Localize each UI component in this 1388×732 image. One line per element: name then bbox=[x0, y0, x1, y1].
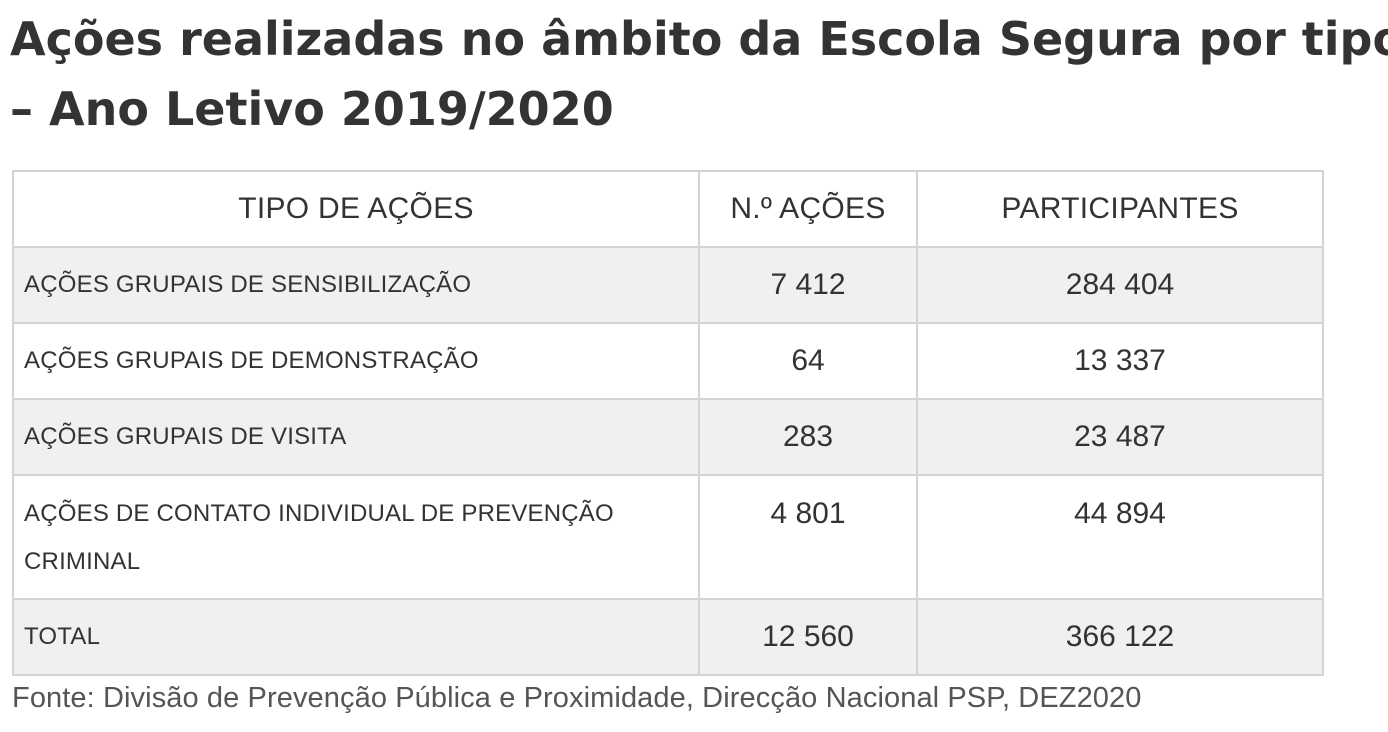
table-row: AÇÕES GRUPAIS DE VISITA 283 23 487 bbox=[12, 398, 1324, 476]
cell-participantes: 284 404 bbox=[916, 246, 1324, 324]
cell-participantes-total: 366 122 bbox=[916, 598, 1324, 676]
cell-acoes: 283 bbox=[698, 398, 918, 476]
cell-participantes: 13 337 bbox=[916, 322, 1324, 400]
table-row-total: TOTAL 12 560 366 122 bbox=[12, 598, 1324, 676]
actions-table-container: TIPO DE AÇÕES N.º AÇÕES PARTICIPANTES AÇ… bbox=[12, 170, 1324, 676]
header-tipo-de-acoes: TIPO DE AÇÕES bbox=[12, 170, 700, 248]
cell-acoes-total: 12 560 bbox=[698, 598, 918, 676]
cell-tipo: AÇÕES GRUPAIS DE VISITA bbox=[12, 398, 700, 476]
page-title-line-1: Ações realizadas no âmbito da Escola Seg… bbox=[10, 12, 1388, 66]
cell-tipo: AÇÕES DE CONTATO INDIVIDUAL DE PREVENÇÃO… bbox=[12, 474, 700, 600]
table-row: AÇÕES DE CONTATO INDIVIDUAL DE PREVENÇÃO… bbox=[12, 474, 1324, 600]
cell-participantes: 44 894 bbox=[916, 474, 1324, 600]
page-title: Ações realizadas no âmbito da Escola Seg… bbox=[10, 4, 1388, 144]
cell-acoes: 7 412 bbox=[698, 246, 918, 324]
source-note: Fonte: Divisão de Prevenção Pública e Pr… bbox=[12, 682, 1142, 714]
header-numero-acoes: N.º AÇÕES bbox=[698, 170, 918, 248]
cell-tipo: AÇÕES GRUPAIS DE DEMONSTRAÇÃO bbox=[12, 322, 700, 400]
table-row: AÇÕES GRUPAIS DE DEMONSTRAÇÃO 64 13 337 bbox=[12, 322, 1324, 400]
cell-tipo: AÇÕES GRUPAIS DE SENSIBILIZAÇÃO bbox=[12, 246, 700, 324]
cell-participantes: 23 487 bbox=[916, 398, 1324, 476]
table-header-row: TIPO DE AÇÕES N.º AÇÕES PARTICIPANTES bbox=[12, 170, 1324, 248]
cell-acoes: 4 801 bbox=[698, 474, 918, 600]
page-title-line-2: – Ano Letivo 2019/2020 bbox=[10, 82, 614, 136]
table-row: AÇÕES GRUPAIS DE SENSIBILIZAÇÃO 7 412 28… bbox=[12, 246, 1324, 324]
actions-table: TIPO DE AÇÕES N.º AÇÕES PARTICIPANTES AÇ… bbox=[12, 170, 1324, 676]
cell-tipo-total: TOTAL bbox=[12, 598, 700, 676]
header-participantes: PARTICIPANTES bbox=[916, 170, 1324, 248]
cell-acoes: 64 bbox=[698, 322, 918, 400]
